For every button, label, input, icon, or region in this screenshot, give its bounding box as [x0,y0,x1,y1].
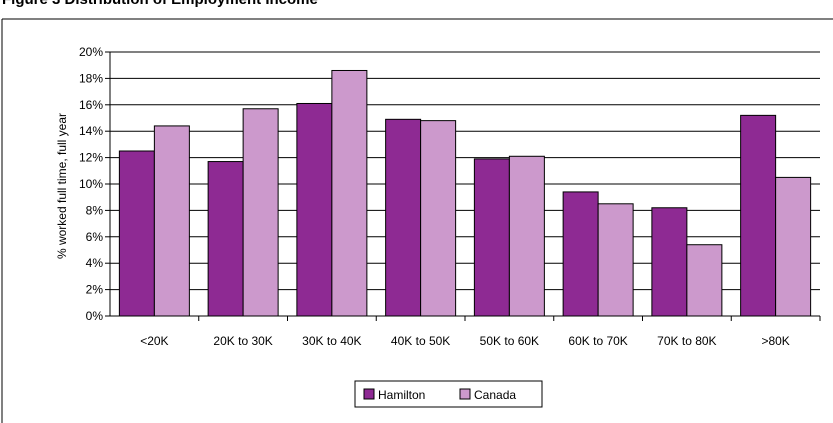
bar-canada [686,244,723,317]
legend: Hamilton Canada [354,380,543,408]
chart-title: Figure 3 Distribution of Employment Inco… [2,0,318,8]
bar-canada [153,125,190,317]
x-category-label: 40K to 50K [391,334,450,348]
y-tick-label: 18% [79,71,103,85]
x-category-label: 20K to 30K [213,334,272,348]
y-tick-label: 4% [86,256,104,270]
bar-canada [775,176,812,317]
y-tick-label: 10% [79,177,103,191]
bar-hamilton [473,158,510,317]
bar-canada [331,69,368,317]
bar-canada [508,155,545,317]
bar-canada [242,108,279,317]
x-category-label: <20K [140,334,168,348]
legend-label-canada: Canada [474,388,516,402]
bar-hamilton [296,102,333,317]
x-category-label: 60K to 70K [568,334,627,348]
legend-label-hamilton: Hamilton [378,388,425,402]
legend-swatch-hamilton [363,388,375,400]
y-tick-labels: 0% 2% 4% 6% 8% 10% 12% 14% 16% 18% 20% [79,45,103,323]
y-tick-label: 12% [79,151,103,165]
y-tick-label: 0% [86,309,104,323]
bar-hamilton [562,191,599,317]
y-tick-label: 16% [79,98,103,112]
y-tick-label: 2% [86,283,104,297]
x-category-label: 50K to 60K [480,334,539,348]
x-category-label: 70K to 80K [657,334,716,348]
x-category-label: 30K to 40K [302,334,361,348]
y-axis-label: % worked full time, full year [55,113,69,259]
y-tick-label: 6% [86,230,104,244]
bar-canada [597,203,634,317]
bars [118,69,812,317]
y-tick-label: 8% [86,203,104,217]
bar-hamilton [740,114,777,317]
legend-box [354,380,543,408]
axes [105,51,821,321]
x-category-label: >80K [761,334,789,348]
bar-hamilton [207,161,244,317]
y-tick-label: 20% [79,45,103,59]
y-tick-label: 14% [79,124,103,138]
legend-swatch-canada [459,388,471,400]
bar-hamilton [118,150,155,317]
bar-canada [420,120,457,317]
bar-hamilton [385,118,422,317]
x-category-labels: <20K 20K to 30K 30K to 40K 40K to 50K 50K to… [140,334,790,348]
bar-hamilton [651,207,688,317]
